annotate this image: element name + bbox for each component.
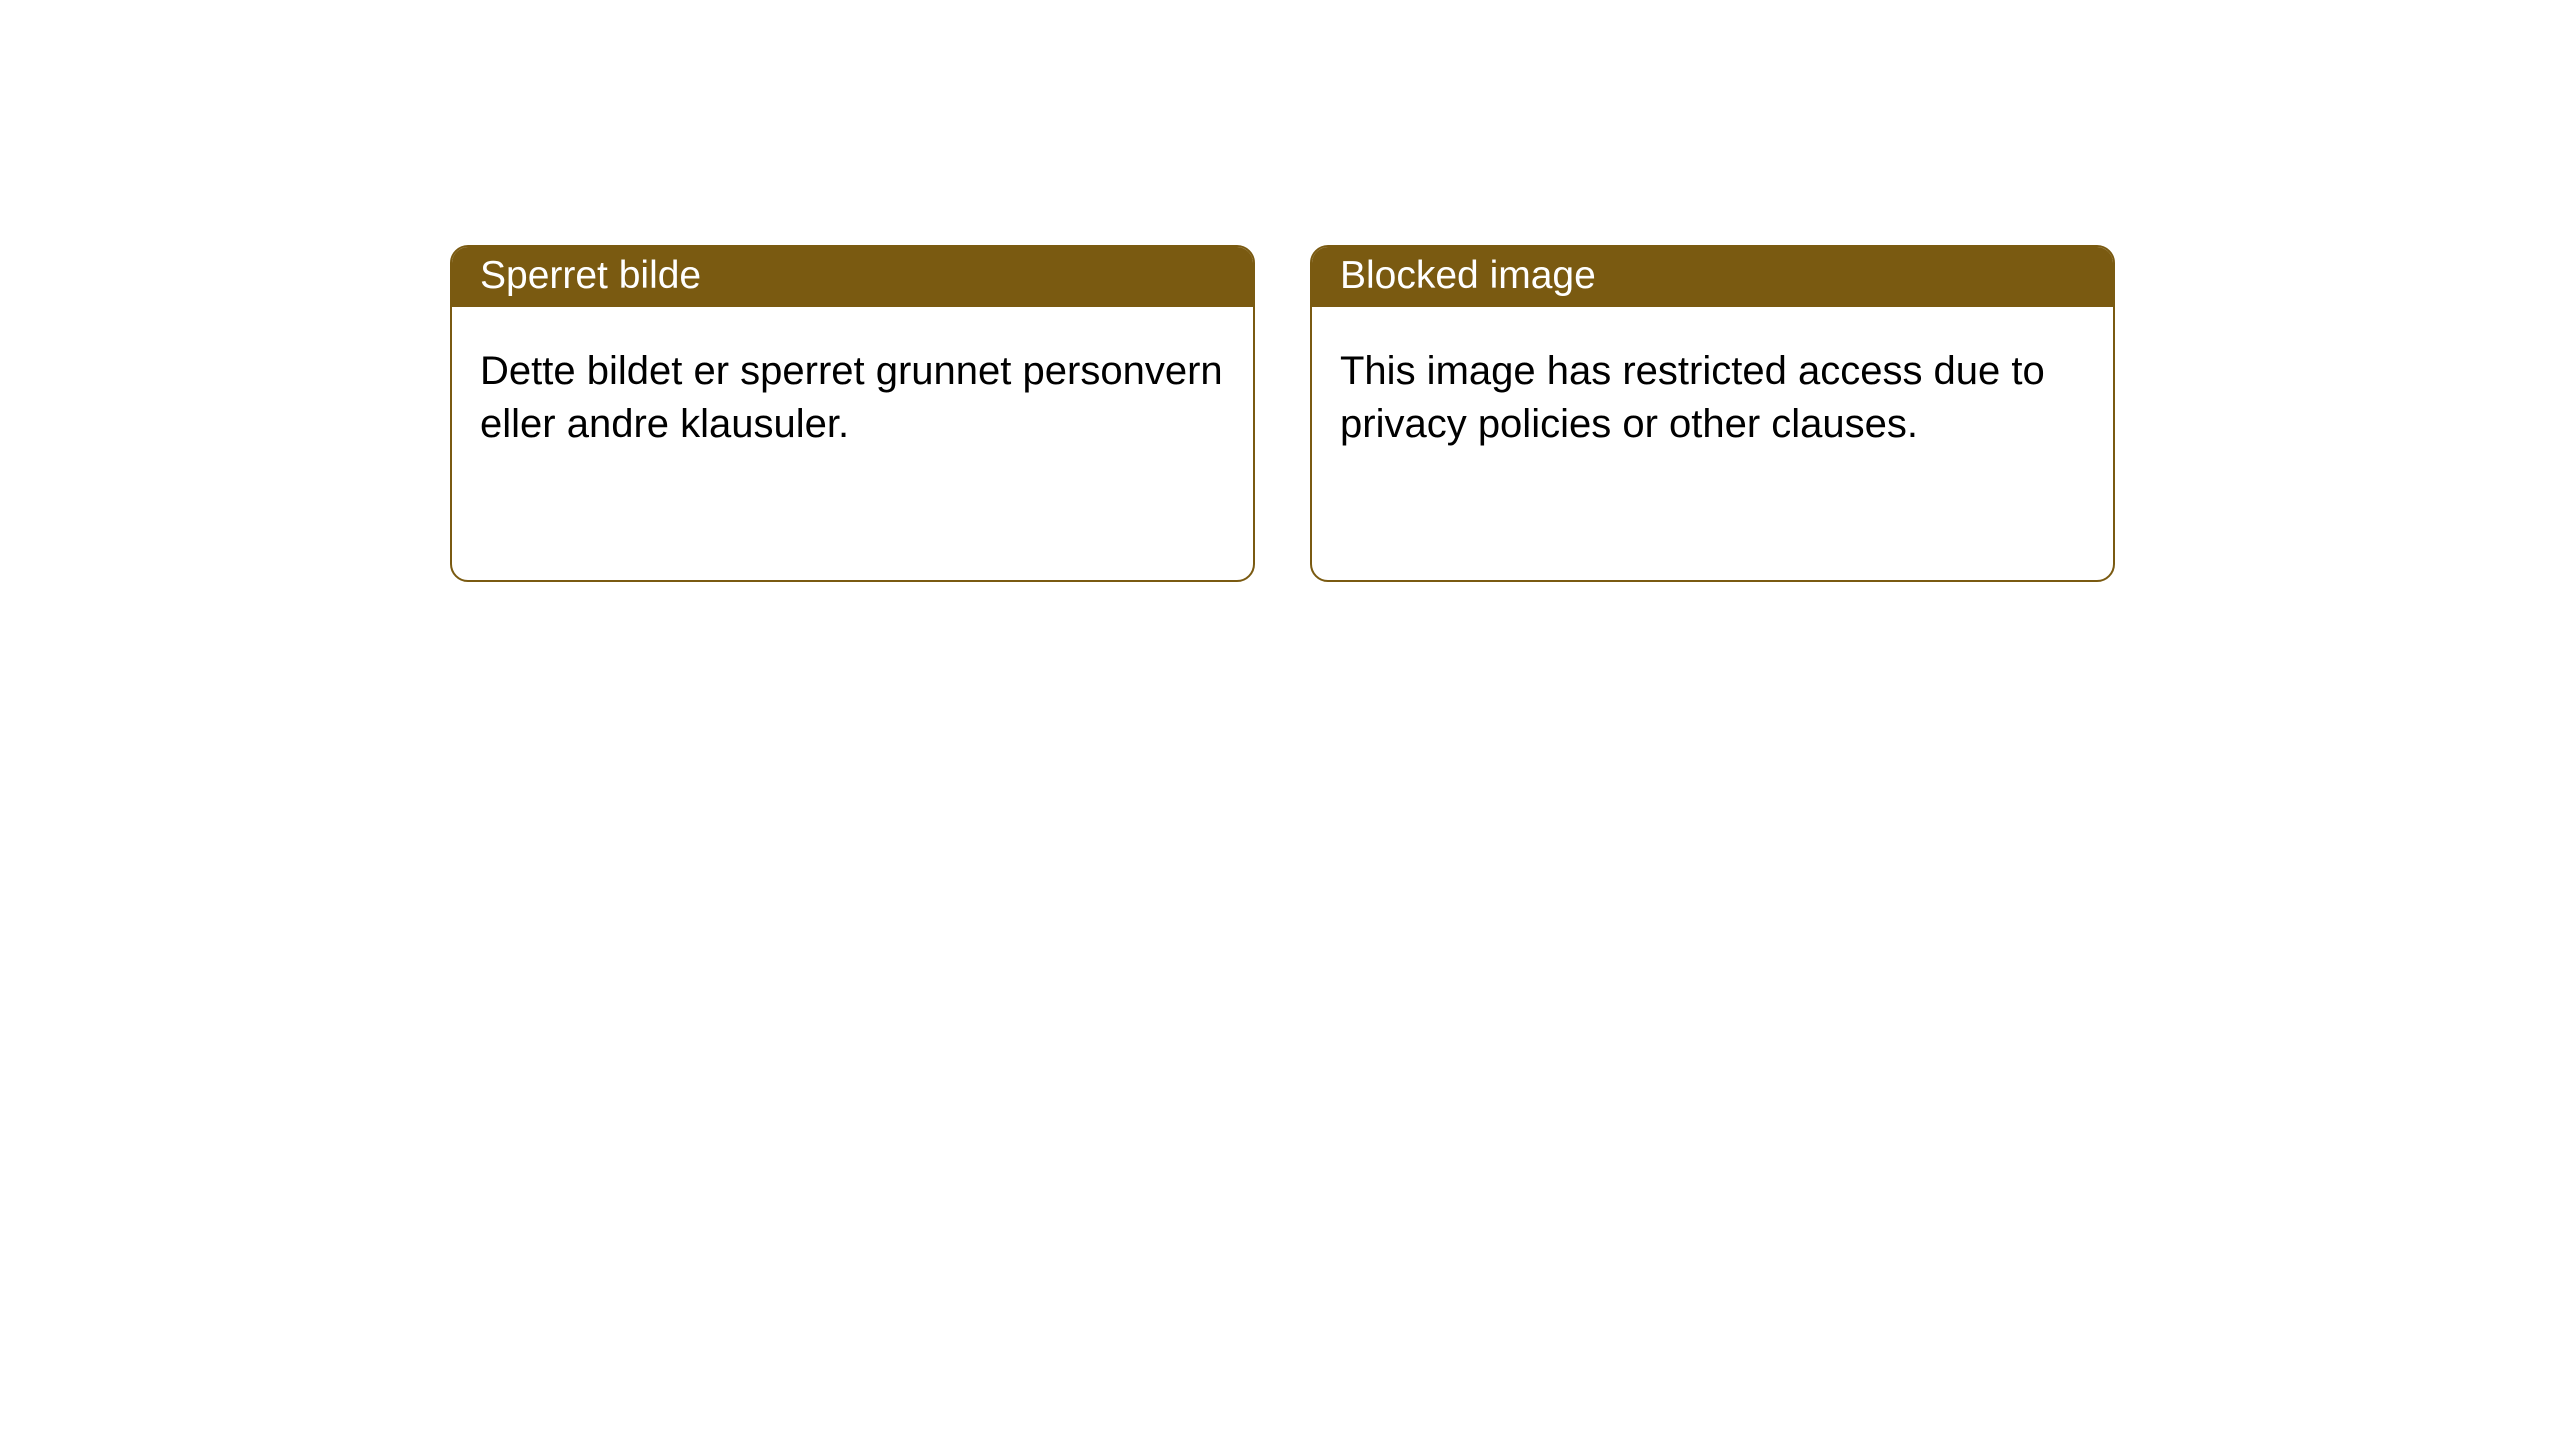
- notice-card-norwegian: Sperret bilde Dette bildet er sperret gr…: [450, 245, 1255, 582]
- notice-text: Dette bildet er sperret grunnet personve…: [480, 349, 1223, 446]
- notice-container: Sperret bilde Dette bildet er sperret gr…: [450, 245, 2115, 582]
- notice-title: Blocked image: [1340, 254, 1596, 298]
- notice-text: This image has restricted access due to …: [1340, 349, 2045, 446]
- notice-card-english: Blocked image This image has restricted …: [1310, 245, 2115, 582]
- notice-body: Dette bildet er sperret grunnet personve…: [452, 307, 1253, 489]
- notice-body: This image has restricted access due to …: [1312, 307, 2113, 489]
- notice-header: Sperret bilde: [452, 247, 1253, 307]
- notice-title: Sperret bilde: [480, 254, 701, 298]
- notice-header: Blocked image: [1312, 247, 2113, 307]
